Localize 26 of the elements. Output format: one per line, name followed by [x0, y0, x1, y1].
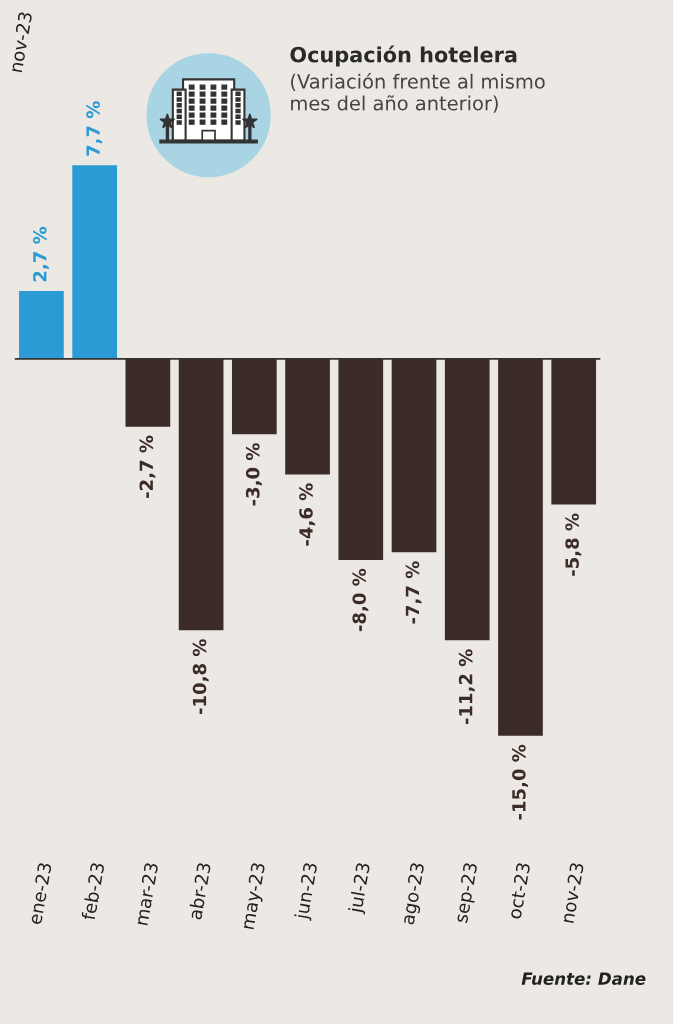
data-label: -8,0 % — [352, 568, 369, 632]
source-note: Fuente: Dane — [521, 972, 646, 985]
x-tick-label: sep-23 — [453, 862, 481, 924]
x-tick-label: may-23 — [240, 862, 269, 930]
data-label: 2,7 % — [33, 226, 49, 282]
data-label: -15,0 % — [512, 744, 529, 820]
x-tick-label: feb-23 — [81, 862, 105, 921]
data-label: -10,8 % — [192, 639, 209, 715]
x-tick-label: mar-23 — [134, 862, 159, 926]
chart-title: Ocupación hotelera — [290, 45, 517, 67]
x-tick-label: jul-23 — [347, 862, 374, 915]
x-tick-label: nov-23 — [560, 862, 585, 924]
x-tick-label: ene-23 — [27, 862, 52, 925]
data-label: -4,6 % — [299, 483, 316, 546]
data-label: -2,7 % — [139, 435, 156, 498]
text: nov-23 — [8, 11, 33, 73]
x-tick-label: oct-23 — [507, 862, 531, 920]
x-tick-label: jun-23 — [293, 862, 321, 921]
data-label: -11,2 % — [458, 649, 475, 725]
chart-subtitle: (Variación frente al mismo mes del año anterior) — [291, 72, 545, 113]
data-label: -3,0 % — [245, 443, 262, 506]
x-tick-label: abr-23 — [187, 862, 212, 920]
data-label: -5,8 % — [565, 513, 582, 576]
data-label: -7,7 % — [405, 561, 422, 624]
data-label: 7,7 % — [86, 101, 103, 156]
x-tick-label: ago-23 — [400, 862, 428, 926]
